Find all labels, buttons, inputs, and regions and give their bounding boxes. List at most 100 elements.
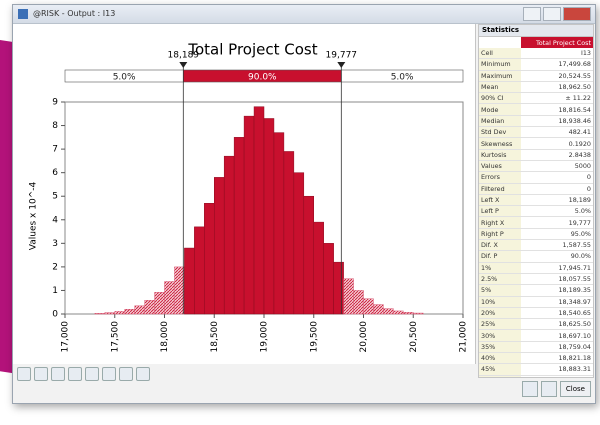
- chart-panel: Total Project Cost Values x 10^-4 0 1 2 3 4 5…: [13, 24, 476, 364]
- bar: [184, 247, 195, 315]
- bar: [144, 300, 155, 315]
- stat-label: Mean: [479, 81, 521, 94]
- stat-label: Right P: [479, 228, 521, 241]
- stat-value: 482.41: [521, 126, 593, 139]
- header-row: Total Project Cost: [479, 37, 593, 48]
- y-tick-label: 8: [52, 121, 58, 131]
- app-icon: [18, 9, 28, 19]
- tool-button[interactable]: [68, 367, 82, 381]
- stat-label: Kurtosis: [479, 149, 521, 161]
- y-tick-label: 2: [52, 262, 58, 272]
- stat-label: 45%: [479, 363, 521, 376]
- stat-label: 10%: [479, 296, 521, 308]
- stat-row: Std Dev 482.41: [479, 126, 593, 139]
- stat-value: 17,945.71: [521, 262, 593, 274]
- stat-value: 18,057.55: [521, 273, 593, 286]
- window-title: @RISK - Output : I13: [33, 9, 116, 18]
- tool-button[interactable]: [102, 367, 116, 381]
- bar: [204, 203, 215, 315]
- bottom-bar: Close: [521, 381, 591, 397]
- stat-row: 45% 18,883.31: [479, 363, 593, 376]
- stat-row: 90% CI ± 11.22: [479, 92, 593, 105]
- band-label: 5.0%: [113, 73, 136, 83]
- stat-row: Median 18,938.46: [479, 115, 593, 128]
- x-tick-label: 20,500: [409, 321, 419, 353]
- bar: [214, 177, 225, 315]
- y-tick-label: 6: [52, 168, 58, 178]
- stat-row: Cell I13: [479, 48, 593, 60]
- stat-label: 30%: [479, 329, 521, 342]
- stat-value: 0.1920: [521, 137, 593, 150]
- stat-label: 5%: [479, 284, 521, 297]
- stat-value: 5000: [521, 160, 593, 173]
- x-tick-label: 21,000: [459, 321, 469, 353]
- stat-label: Errors: [479, 171, 521, 184]
- band-label: 5.0%: [391, 73, 414, 83]
- stat-label: Cell: [479, 48, 521, 60]
- x-tick-label: 18,500: [210, 321, 220, 353]
- stat-row: Dif. P 90.0%: [479, 250, 593, 263]
- bar: [333, 261, 344, 315]
- stat-value: 90.0%: [521, 250, 593, 263]
- stat-label: Std Dev: [479, 126, 521, 139]
- stat-row: Mode 18,816.54: [479, 103, 593, 116]
- stat-row: 2.5% 18,057.55: [479, 273, 593, 286]
- stat-label: Maximum: [479, 70, 521, 82]
- tool-button[interactable]: [17, 367, 31, 381]
- bar: [363, 298, 374, 315]
- stat-row: Errors 0: [479, 171, 593, 184]
- bar: [353, 290, 364, 315]
- stat-label: Skewness: [479, 137, 521, 150]
- stat-value: 18,938.46: [521, 115, 593, 128]
- x-tick-label: 17,000: [61, 321, 71, 353]
- delimiter-label: 18,189: [168, 51, 200, 61]
- bar: [413, 312, 424, 315]
- stat-label: Filtered: [479, 183, 521, 195]
- bar: [114, 311, 125, 315]
- stat-value: 18,821.18: [521, 352, 593, 365]
- stat-label: Right X: [479, 216, 521, 229]
- bar: [134, 305, 145, 315]
- stat-value: 20,524.55: [521, 70, 593, 82]
- tool-button[interactable]: [119, 367, 133, 381]
- close-x[interactable]: [563, 7, 591, 21]
- tool-button[interactable]: [85, 367, 99, 381]
- close-button[interactable]: Close: [559, 381, 591, 397]
- stat-label: 1%: [479, 262, 521, 274]
- bar: [233, 137, 245, 315]
- stat-label: 20%: [479, 307, 521, 320]
- bar: [253, 106, 265, 315]
- stat-row: Minimum 17,499.68: [479, 58, 593, 71]
- stat-row: Left X 18,189: [479, 194, 593, 207]
- bar: [104, 312, 116, 315]
- stat-row: Right X 19,777: [479, 216, 593, 229]
- x-tick-label: 18,000: [160, 321, 170, 353]
- tool-button[interactable]: [34, 367, 48, 381]
- stat-row: 40% 18,821.18: [479, 352, 593, 365]
- stat-value: 18,697.10: [521, 329, 593, 342]
- icon-button[interactable]: [540, 381, 557, 397]
- stat-label: Mode: [479, 103, 521, 116]
- stat-row: 10% 18,348.97: [479, 296, 593, 308]
- bar: [124, 309, 135, 315]
- stat-value: 1,587.55: [521, 239, 593, 252]
- stat-value: 18,625.50: [521, 318, 593, 331]
- stat-value: 18,962.50: [521, 81, 593, 94]
- stat-label: 40%: [479, 352, 521, 365]
- maximize[interactable]: [543, 7, 561, 21]
- tool-button[interactable]: [51, 367, 65, 381]
- stat-row: Kurtosis 2.8438: [479, 149, 593, 161]
- window: @RISK - Output : I13 Total Project Cost …: [12, 4, 596, 404]
- stat-label: Dif. X: [479, 239, 521, 252]
- tool-button[interactable]: [136, 367, 150, 381]
- x-tick-label: 19,500: [309, 321, 319, 353]
- stat-row: 5% 18,189.35: [479, 284, 593, 297]
- x-tick-label: 20,000: [359, 321, 369, 353]
- stat-value: ± 11.22: [521, 92, 593, 105]
- icon-button[interactable]: [521, 381, 538, 397]
- bar: [194, 226, 205, 315]
- minimize[interactable]: [523, 7, 541, 21]
- stat-row: Values 5000: [479, 160, 593, 173]
- bar: [154, 292, 165, 315]
